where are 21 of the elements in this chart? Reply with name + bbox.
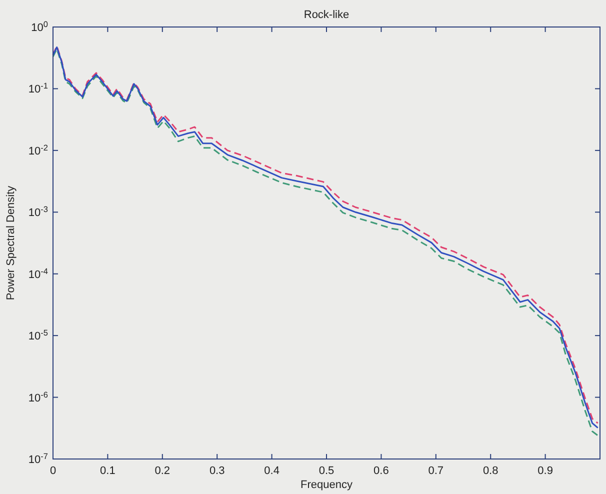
x-tick-label: 0	[50, 465, 56, 477]
y-tick-label: 10$^{-2}$	[28, 142, 48, 158]
y-tick-label: 10$^{-3}$	[28, 204, 48, 220]
y-tick-label: 10$^{-4}$	[28, 266, 48, 281]
chart-title: Rock-like	[304, 9, 350, 21]
y-tick-label: 10$^{-5}$	[28, 328, 48, 343]
x-tick-label: 0.8	[482, 465, 498, 477]
x-axis-title: Frequency	[300, 479, 353, 491]
x-tick-label: 0.5	[318, 465, 334, 477]
x-tick-label: 0.4	[264, 465, 280, 477]
x-tick-label: 0.9	[538, 465, 553, 477]
y-tick-label: 10$^{-6}$	[28, 390, 48, 404]
y-axis-title: Power Spectral Density	[5, 185, 17, 300]
x-tick-label: 0.6	[374, 465, 389, 477]
y-tick-label: 10$^{-7}$	[28, 452, 48, 466]
y-tick-label: 10$^{0}$	[31, 20, 48, 34]
x-tick-label: 0.2	[154, 465, 170, 477]
x-tick-label: 0.3	[209, 465, 225, 477]
y-tick-label: 10$^{-1}$	[28, 81, 48, 96]
x-tick-label: 0.1	[100, 465, 116, 477]
x-tick-label: 0.7	[428, 465, 444, 477]
